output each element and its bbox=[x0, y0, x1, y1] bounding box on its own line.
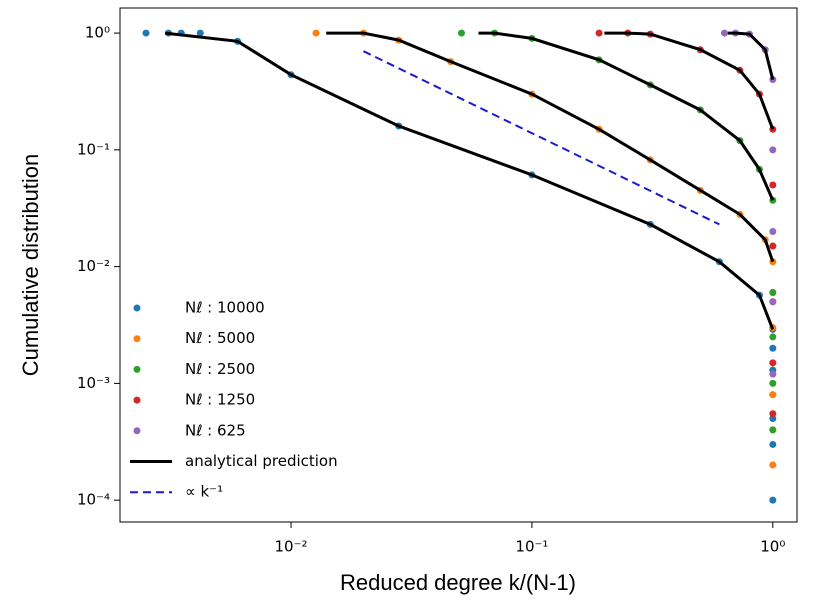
point bbox=[769, 461, 777, 469]
legend-label: analytical prediction bbox=[185, 452, 338, 470]
reference-line bbox=[363, 50, 720, 226]
point bbox=[769, 242, 777, 250]
legend-label: Nℓ : 625 bbox=[185, 421, 246, 439]
point bbox=[769, 344, 777, 352]
x-tick-label: 10⁻¹ bbox=[515, 538, 548, 556]
legend-marker bbox=[133, 335, 141, 343]
legend-label: Nℓ : 10000 bbox=[185, 299, 265, 317]
point bbox=[769, 415, 777, 423]
y-tick-label: 10⁻² bbox=[77, 257, 110, 275]
legend-label: ∝ k⁻¹ bbox=[185, 483, 223, 501]
y-axis-label: Cumulative distribution bbox=[18, 154, 43, 377]
legend-label: Nℓ : 5000 bbox=[185, 329, 255, 347]
point bbox=[312, 29, 320, 37]
legend-marker bbox=[133, 427, 141, 435]
x-tick-label: 10⁻² bbox=[275, 538, 308, 556]
point bbox=[769, 298, 777, 306]
point bbox=[769, 426, 777, 434]
y-tick-label: 10⁻⁴ bbox=[77, 491, 110, 509]
point bbox=[769, 146, 777, 154]
point bbox=[769, 379, 777, 387]
point bbox=[769, 410, 777, 418]
legend-marker bbox=[133, 396, 141, 404]
point bbox=[769, 181, 777, 189]
x-tick-label: 10⁰ bbox=[760, 538, 785, 556]
point bbox=[196, 29, 204, 37]
point bbox=[769, 359, 777, 367]
plot-frame bbox=[119, 7, 798, 523]
point bbox=[595, 29, 603, 37]
point bbox=[142, 29, 150, 37]
point bbox=[769, 391, 777, 399]
point bbox=[769, 440, 777, 448]
point bbox=[769, 496, 777, 504]
legend-label: Nℓ : 2500 bbox=[185, 360, 255, 378]
y-tick-label: 10⁰ bbox=[85, 24, 110, 42]
point bbox=[769, 370, 777, 378]
point bbox=[457, 29, 465, 37]
point bbox=[769, 289, 777, 297]
y-tick-label: 10⁻¹ bbox=[77, 140, 110, 158]
legend-marker bbox=[133, 304, 141, 312]
x-axis-label: Reduced degree k/(N-1) bbox=[340, 570, 576, 595]
y-tick-label: 10⁻³ bbox=[77, 374, 110, 392]
legend-label: Nℓ : 1250 bbox=[185, 391, 255, 409]
point bbox=[769, 227, 777, 235]
point bbox=[720, 29, 728, 37]
point bbox=[769, 333, 777, 341]
prediction-line bbox=[164, 31, 775, 330]
legend-marker bbox=[133, 365, 141, 373]
